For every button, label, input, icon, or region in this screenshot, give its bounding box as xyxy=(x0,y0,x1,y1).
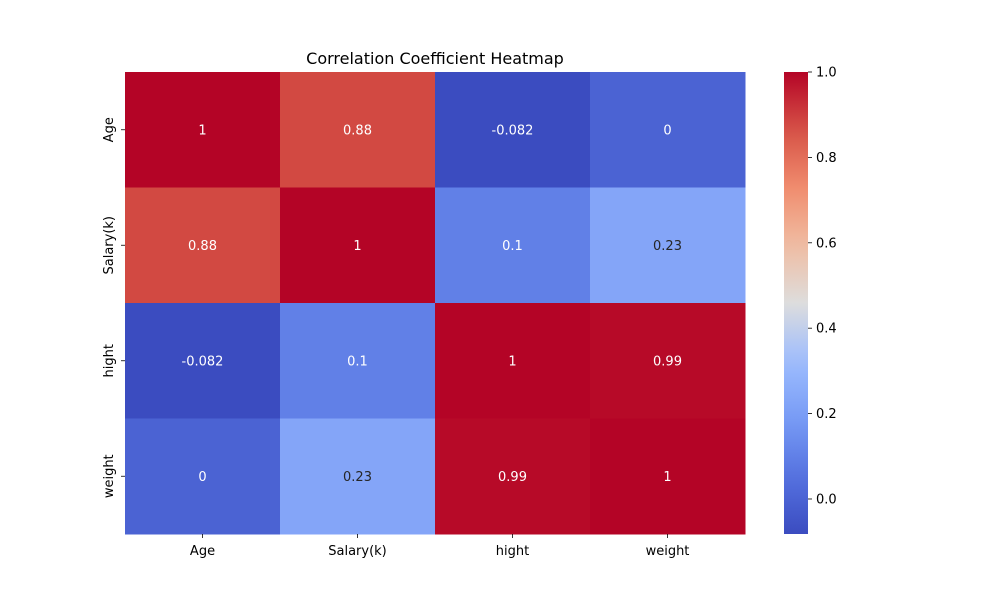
y-tick-label: weight xyxy=(102,454,117,498)
colorbar-tick-label: 0.2 xyxy=(816,407,837,422)
y-tick-label: hight xyxy=(102,344,117,377)
colorbar-gradient xyxy=(784,72,808,534)
heatmap-cell-1-3 xyxy=(590,187,746,304)
heatmap-cell-3-1 xyxy=(280,418,436,535)
heatmap-cell-0-0 xyxy=(125,72,281,188)
heatmap-cell-0-2 xyxy=(435,72,591,188)
x-tick-label: hight xyxy=(496,544,529,559)
heatmap-cell-label-3-2: 0.99 xyxy=(498,470,527,485)
x-tick-label: Age xyxy=(190,544,215,559)
heatmap-cell-label-1-1: 1 xyxy=(353,239,361,254)
heatmap-cell-label-0-0: 1 xyxy=(198,123,206,138)
heatmap-cell-label-2-2: 1 xyxy=(508,354,516,369)
heatmap-cell-3-0 xyxy=(125,418,281,535)
colorbar-tick-label: 0.4 xyxy=(816,322,837,337)
heatmap-cell-label-0-1: 0.88 xyxy=(343,123,372,138)
colorbar: 0.0 0.2 0.4 0.6 0.8 1.0 xyxy=(784,66,837,534)
heatmap-cell-label-1-0: 0.88 xyxy=(188,239,217,254)
heatmap-cell-0-1 xyxy=(280,72,436,188)
heatmap-cell-label-1-2: 0.1 xyxy=(502,239,523,254)
heatmap-cell-0-3 xyxy=(590,72,746,188)
y-tick-label: Salary(k) xyxy=(102,216,117,275)
heatmap-cell-label-3-3: 1 xyxy=(663,470,671,485)
heatmap-cell-label-2-3: 0.99 xyxy=(653,354,682,369)
heatmap-cells xyxy=(125,72,746,535)
colorbar-tick-label: 1.0 xyxy=(816,66,837,81)
heatmap-cell-3-2 xyxy=(435,418,591,535)
heatmap-cell-label-3-1: 0.23 xyxy=(343,470,372,485)
heatmap-cell-1-2 xyxy=(435,187,591,304)
colorbar-tick-label: 0.6 xyxy=(816,236,837,251)
heatmap-cell-2-1 xyxy=(280,303,436,419)
heatmap-cell-label-0-2: -0.082 xyxy=(492,123,534,138)
colorbar-tick-label: 0.8 xyxy=(816,151,837,166)
heatmap-cell-2-2 xyxy=(435,303,591,419)
chart-title: Correlation Coefficient Heatmap xyxy=(306,49,564,68)
heatmap-cell-label-2-0: -0.082 xyxy=(182,354,224,369)
heatmap-cell-label-3-0: 0 xyxy=(198,470,206,485)
heatmap-cell-label-0-3: 0 xyxy=(663,123,671,138)
y-axis: Age Salary(k) hight weight xyxy=(102,117,125,498)
heatmap-cell-2-0 xyxy=(125,303,281,419)
colorbar-tick-label: 0.0 xyxy=(816,492,837,507)
heatmap-cell-1-0 xyxy=(125,187,281,304)
heatmap-cell-2-3 xyxy=(590,303,746,419)
heatmap-cell-3-3 xyxy=(590,418,746,535)
heatmap-cell-label-1-3: 0.23 xyxy=(653,239,682,254)
y-tick-label: Age xyxy=(102,117,117,142)
x-tick-label: Salary(k) xyxy=(328,544,387,559)
x-tick-label: weight xyxy=(646,544,690,559)
heatmap-cell-labels: 1 0.88 -0.082 0 0.88 1 0.1 0.23 -0.082 0.1 1 0.99 0 0… xyxy=(182,123,682,485)
heatmap-cell-label-2-1: 0.1 xyxy=(347,354,368,369)
heatmap-cell-1-1 xyxy=(280,187,436,304)
x-axis: Age Salary(k) hight weight xyxy=(190,534,690,559)
